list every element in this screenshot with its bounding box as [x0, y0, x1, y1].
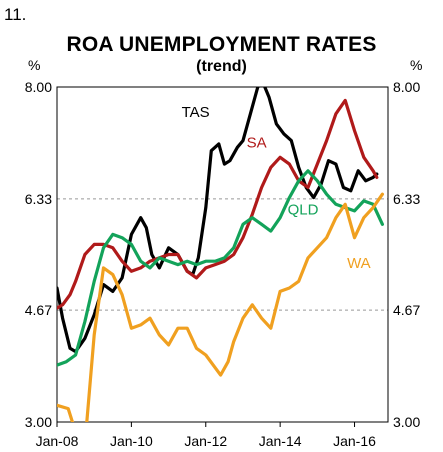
x-tick-jan-14: Jan-14 — [259, 433, 302, 449]
y-tick-right-3-00: 3.00 — [393, 414, 420, 430]
y-tick-left-4-67: 4.67 — [25, 302, 52, 318]
series-label-qld: QLD — [288, 201, 319, 218]
series-line-qld — [57, 169, 384, 367]
series-labels: TAS SA QLD WA — [182, 104, 371, 272]
x-tick-jan-08: Jan-08 — [36, 433, 79, 449]
series-line-tas — [57, 87, 379, 354]
series-label-wa: WA — [347, 255, 371, 272]
plot-area — [56, 86, 389, 423]
chart-title: ROA UNEMPLOYMENT RATES — [66, 33, 377, 56]
x-tick-jan-16: Jan-16 — [333, 433, 376, 449]
x-axis-ticks: Jan-08 Jan-10 Jan-12 Jan-14 Jan-16 — [36, 422, 376, 449]
series-label-sa: SA — [247, 134, 267, 151]
y-tick-left-8-00: 8.00 — [25, 79, 52, 95]
x-tick-jan-10: Jan-10 — [110, 433, 153, 449]
y-unit-right: % — [410, 57, 423, 73]
y-tick-right-4-67: 4.67 — [393, 302, 420, 318]
y-tick-right-6-33: 6.33 — [393, 191, 420, 207]
y-unit-left: % — [28, 57, 41, 73]
y-tick-right-8-00: 8.00 — [393, 79, 420, 95]
y-tick-left-6-33: 6.33 — [25, 191, 52, 207]
y-axis-ticks: 8.00 8.00 6.33 6.33 4.67 4.67 3.00 3.00 — [25, 79, 421, 430]
series-line-wa — [57, 192, 384, 422]
series-layer — [57, 87, 384, 422]
gridlines — [57, 198, 388, 311]
chart-subtitle: (trend) — [196, 58, 247, 75]
x-tick-jan-12: Jan-12 — [184, 433, 227, 449]
series-line-sa — [57, 98, 379, 310]
series-label-tas: TAS — [182, 104, 210, 121]
figure-number: 11. — [4, 5, 27, 24]
y-tick-left-3-00: 3.00 — [25, 414, 52, 430]
